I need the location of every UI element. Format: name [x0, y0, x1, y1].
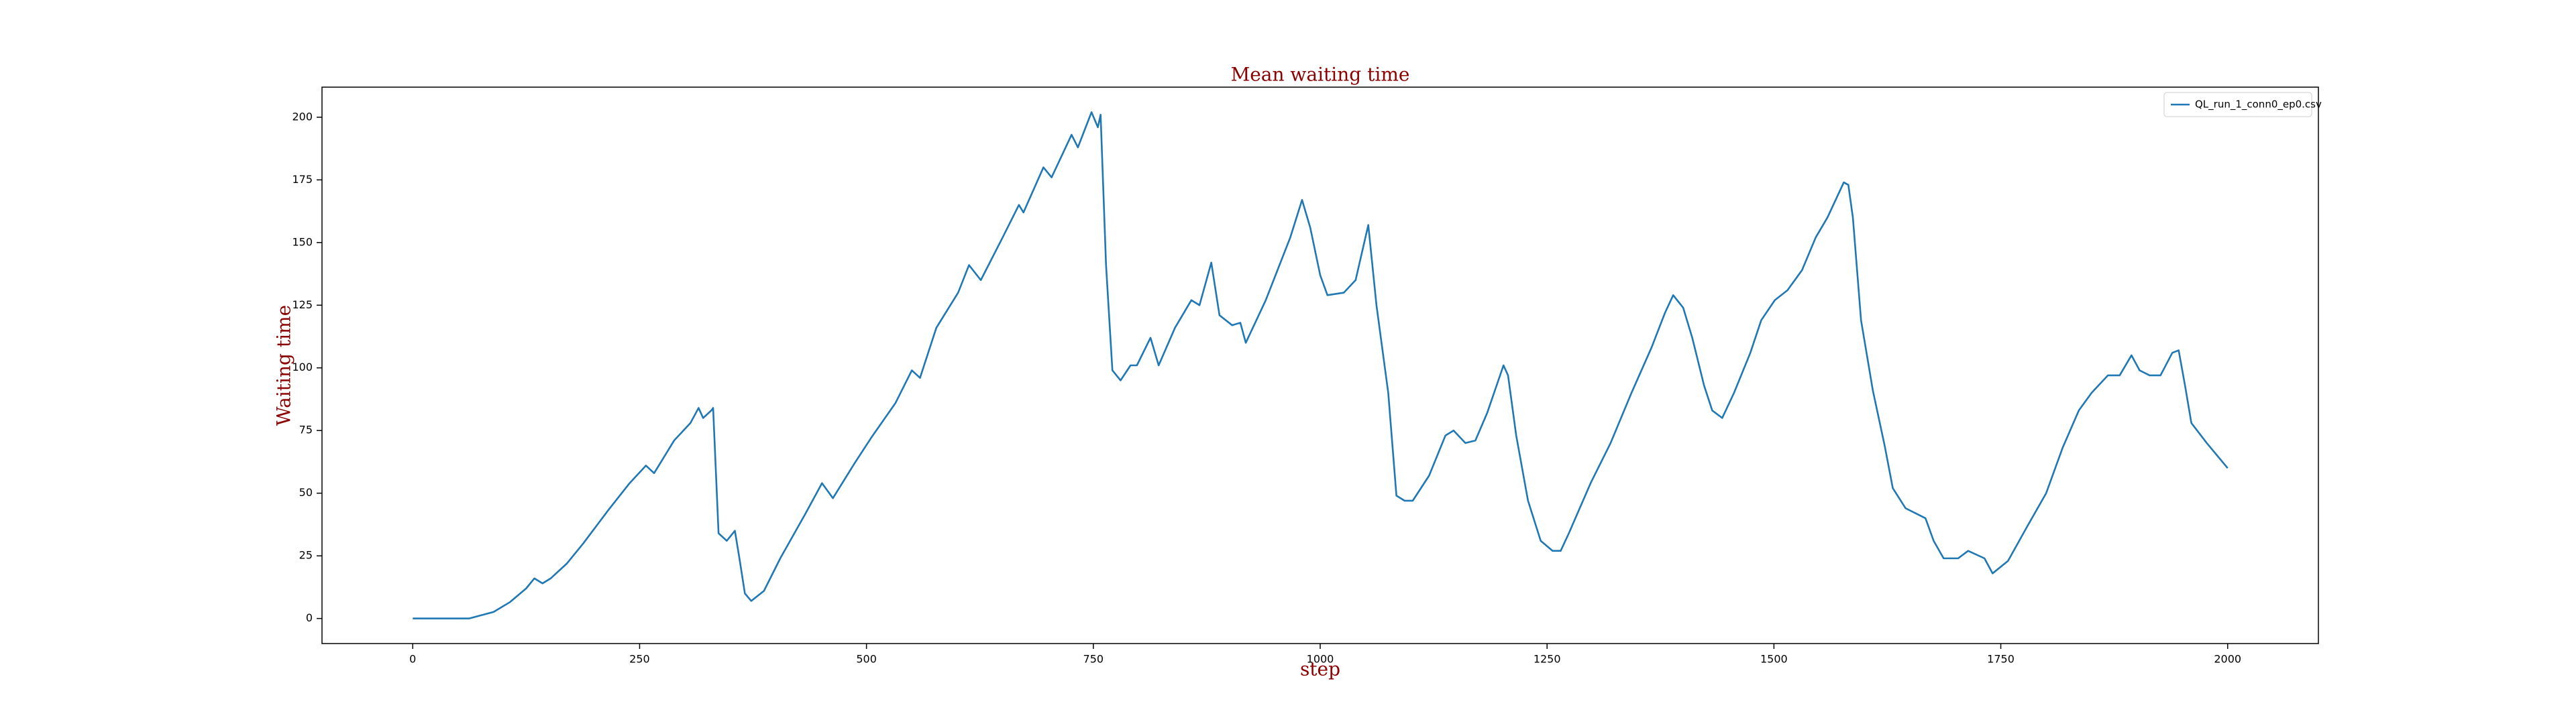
- x-tick-label: 1250: [1534, 653, 1561, 666]
- x-tick-label: 750: [1083, 653, 1104, 666]
- legend-box: [2163, 92, 2312, 117]
- data-line: [413, 111, 2229, 619]
- legend-label: QL_run_1_conn0_ep0.csv: [2195, 99, 2322, 111]
- x-tick-label: 2000: [2214, 653, 2241, 666]
- x-axis-label: step: [1300, 658, 1340, 680]
- chart-title: Mean waiting time: [1231, 64, 1410, 86]
- y-tick-label: 25: [299, 549, 313, 562]
- y-tick-label: 150: [292, 235, 313, 248]
- x-tick-label: 1750: [1987, 653, 2015, 666]
- y-tick-label: 100: [292, 361, 313, 373]
- y-tick-label: 75: [299, 424, 313, 436]
- plot-frame: [321, 86, 2319, 644]
- x-tick-label: 1000: [1307, 653, 1334, 666]
- y-axis-label: Waiting time: [273, 305, 295, 426]
- y-tick-label: 0: [306, 611, 313, 624]
- x-tick-label: 0: [409, 653, 416, 666]
- y-tick-label: 175: [292, 173, 313, 186]
- y-tick-label: 125: [292, 298, 313, 311]
- y-tick-label: 200: [292, 110, 313, 123]
- legend: QL_run_1_conn0_ep0.csv: [2163, 92, 2322, 117]
- x-tick-label: 250: [629, 653, 650, 666]
- x-tick-label: 500: [856, 653, 877, 666]
- x-tick-label: 1500: [1760, 653, 1788, 666]
- y-tick-label: 50: [299, 486, 313, 499]
